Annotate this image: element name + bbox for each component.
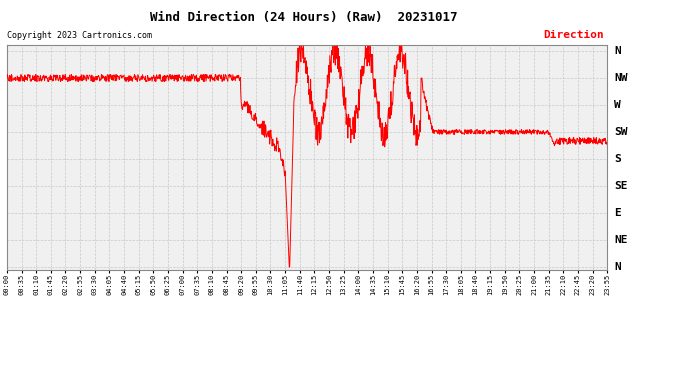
Text: SE: SE — [614, 181, 628, 191]
Text: E: E — [614, 208, 621, 218]
Text: Direction: Direction — [544, 30, 604, 40]
Text: NE: NE — [614, 235, 628, 245]
Text: S: S — [614, 154, 621, 164]
Text: Copyright 2023 Cartronics.com: Copyright 2023 Cartronics.com — [7, 32, 152, 40]
Text: W: W — [614, 100, 621, 110]
Text: N: N — [614, 46, 621, 56]
Text: SW: SW — [614, 127, 628, 137]
Text: Wind Direction (24 Hours) (Raw)  20231017: Wind Direction (24 Hours) (Raw) 20231017 — [150, 11, 457, 24]
Text: NW: NW — [614, 73, 628, 83]
Text: N: N — [614, 262, 621, 272]
